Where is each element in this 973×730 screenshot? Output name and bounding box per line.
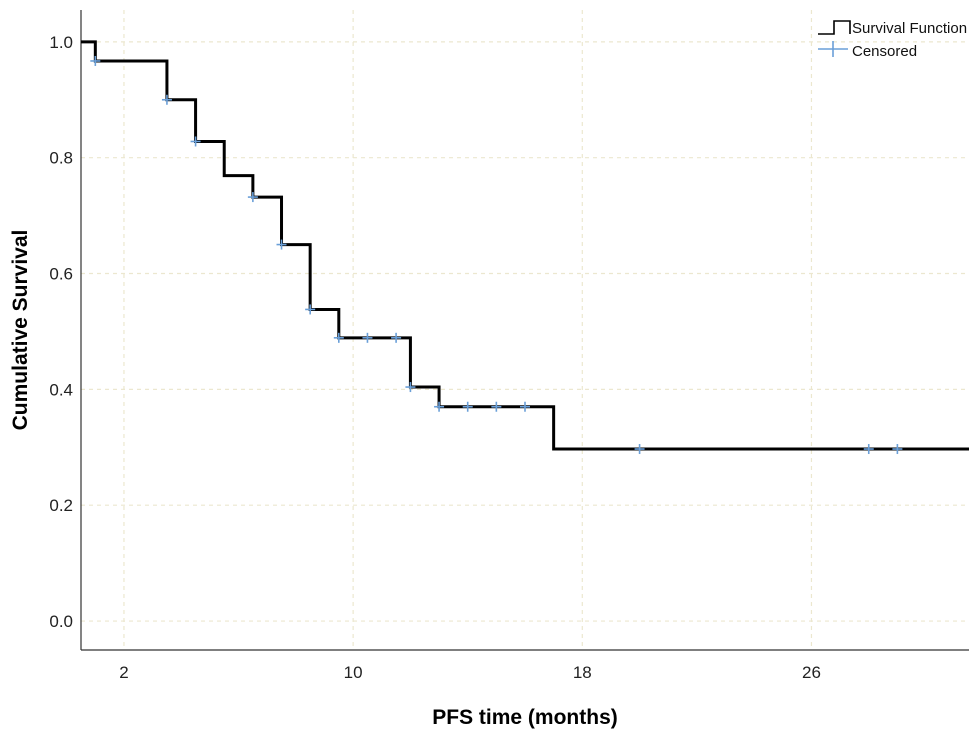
x-tick-label: 10: [344, 663, 363, 682]
censored-marker: [434, 401, 445, 412]
censored-markers: [90, 55, 903, 455]
legend-survival-function-label: Survival Function: [852, 20, 967, 37]
legend-censored-label: Censored: [852, 43, 917, 60]
tick-labels: 2 10 18 26 0.0 0.2 0.4 0.6 0.8 1.0: [49, 33, 821, 682]
x-axis-title: PFS time (months): [432, 706, 618, 729]
survival-function-legend-icon: [818, 20, 851, 35]
legend: Survival Function Censored: [818, 20, 967, 60]
censored-marker: [391, 332, 402, 343]
y-tick-label: 0.0: [49, 612, 73, 631]
censored-marker: [190, 136, 201, 147]
grid: [81, 10, 969, 650]
censored-marker: [276, 239, 287, 250]
y-tick-label: 0.8: [49, 149, 73, 168]
y-axis-title: Cumulative Survival: [9, 230, 32, 431]
censored-legend-icon: [818, 41, 848, 57]
series: [81, 40, 969, 451]
y-tick-label: 0.6: [49, 265, 73, 284]
x-tick-label: 2: [119, 663, 128, 682]
survival-function-line: [81, 40, 969, 451]
censored-marker: [634, 444, 645, 455]
censored-marker: [333, 332, 344, 343]
censored-marker: [892, 444, 903, 455]
censored-marker: [90, 55, 101, 66]
censored-marker: [520, 401, 530, 412]
censored-marker: [491, 401, 502, 412]
y-tick-label: 1.0: [49, 33, 73, 52]
censored-marker: [305, 304, 316, 315]
x-tick-label: 26: [802, 663, 821, 682]
censored-marker: [863, 444, 874, 455]
censored-marker: [247, 192, 258, 203]
x-tick-label: 18: [573, 663, 592, 682]
censored-marker: [462, 401, 473, 412]
censored-marker: [161, 94, 172, 105]
axes: [80, 10, 969, 651]
censored-marker: [362, 332, 373, 343]
censored-marker: [405, 382, 416, 393]
y-tick-label: 0.4: [49, 380, 73, 399]
y-tick-label: 0.2: [49, 496, 73, 515]
